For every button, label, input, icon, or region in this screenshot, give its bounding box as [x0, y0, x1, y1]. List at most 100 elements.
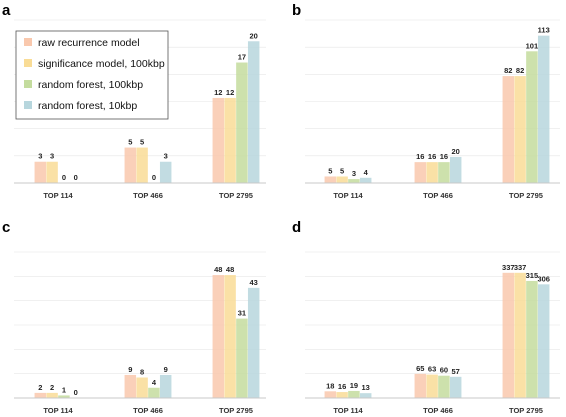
data-label: 16	[428, 152, 436, 161]
data-label: 20	[250, 31, 258, 40]
data-label: 82	[504, 66, 512, 75]
bar	[159, 161, 172, 183]
bar	[124, 374, 137, 398]
bar	[449, 376, 462, 398]
legend-swatch	[24, 80, 32, 88]
x-tick-label: TOP 2795	[219, 191, 253, 200]
data-label: 0	[74, 173, 78, 182]
bar	[247, 287, 260, 398]
bar	[58, 395, 70, 398]
bar	[514, 272, 526, 398]
data-label: 60	[440, 366, 448, 375]
bar	[212, 275, 225, 398]
data-label: 82	[516, 66, 524, 75]
data-label: 0	[74, 388, 78, 397]
bar	[136, 377, 148, 398]
bar	[438, 375, 450, 398]
data-label: 31	[238, 309, 246, 318]
data-label: 2	[50, 383, 54, 392]
bar	[526, 280, 538, 398]
data-label: 2	[38, 383, 42, 392]
legend-box	[15, 30, 169, 120]
bar	[449, 156, 462, 183]
legend-entry: significance model, 100kbp	[38, 58, 165, 70]
data-label: 101	[526, 41, 539, 50]
data-label: 315	[526, 271, 539, 280]
bar	[236, 62, 248, 183]
data-label: 0	[62, 173, 66, 182]
bar	[34, 161, 47, 183]
bar	[526, 51, 538, 183]
panel-letter: b	[292, 2, 301, 19]
data-label: 4	[364, 168, 369, 177]
data-label: 0	[152, 173, 156, 182]
data-label: 337	[514, 263, 527, 272]
bar	[247, 41, 260, 184]
data-label: 63	[428, 365, 436, 374]
x-tick-label: TOP 466	[133, 406, 163, 415]
panel-letter: a	[2, 2, 11, 19]
x-tick-label: TOP 114	[333, 406, 363, 415]
x-tick-label: TOP 466	[423, 406, 453, 415]
data-label: 16	[440, 152, 448, 161]
data-label: 65	[416, 364, 424, 373]
bar	[236, 318, 248, 398]
bar	[502, 272, 515, 398]
bar	[324, 176, 337, 183]
bar	[514, 76, 526, 183]
bar	[136, 147, 148, 183]
data-label: 16	[338, 382, 346, 391]
bar	[537, 35, 550, 184]
data-label: 48	[226, 265, 234, 274]
bar	[212, 97, 225, 183]
x-tick-label: TOP 2795	[219, 406, 253, 415]
data-label: 12	[214, 88, 222, 97]
x-tick-label: TOP 466	[423, 191, 453, 200]
data-label: 17	[238, 53, 246, 62]
data-label: 3	[50, 152, 54, 161]
bar	[414, 162, 427, 183]
bar	[426, 374, 438, 398]
legend: raw recurrence model significance model, …	[15, 30, 169, 120]
data-label: 4	[152, 378, 157, 387]
data-label: 306	[537, 274, 550, 283]
data-label: 8	[140, 368, 144, 377]
bar	[46, 161, 58, 183]
bar	[148, 387, 160, 398]
legend-swatch	[24, 38, 32, 46]
x-tick-label: TOP 114	[43, 406, 73, 415]
data-label: 5	[140, 138, 144, 147]
data-label: 5	[128, 138, 132, 147]
data-label: 9	[164, 365, 168, 374]
data-label: 3	[352, 169, 356, 178]
panel-letter: d	[292, 219, 301, 236]
bar	[224, 97, 236, 183]
bar	[336, 392, 348, 398]
bar	[438, 162, 450, 183]
data-label: 12	[226, 88, 234, 97]
data-label: 16	[416, 152, 424, 161]
data-label: 20	[452, 147, 460, 156]
bar	[124, 147, 137, 183]
data-label: 13	[362, 383, 370, 392]
x-tick-label: TOP 2795	[509, 191, 543, 200]
bar	[159, 374, 172, 398]
data-label: 3	[38, 152, 42, 161]
data-label: 9	[128, 365, 132, 374]
data-label: 43	[250, 278, 258, 287]
bar	[414, 373, 427, 398]
data-label: 3	[164, 152, 168, 161]
bar	[426, 162, 438, 183]
x-tick-label: TOP 2795	[509, 406, 543, 415]
bar	[537, 284, 550, 398]
data-label: 5	[328, 166, 332, 175]
data-label: 113	[538, 26, 550, 35]
data-label: 18	[326, 381, 334, 390]
data-label: 19	[350, 381, 358, 390]
bar	[46, 392, 58, 398]
bar	[502, 76, 515, 183]
